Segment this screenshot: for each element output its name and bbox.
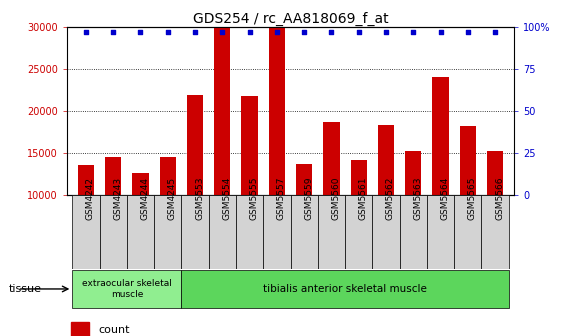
FancyBboxPatch shape — [209, 195, 236, 269]
Point — [299, 29, 309, 35]
Text: GSM4243: GSM4243 — [113, 177, 122, 220]
Bar — [187, 95, 203, 279]
Text: GSM5560: GSM5560 — [331, 177, 340, 220]
Text: tissue: tissue — [9, 284, 42, 294]
Bar — [132, 173, 149, 279]
Bar — [350, 161, 367, 279]
FancyBboxPatch shape — [454, 195, 482, 269]
Point — [109, 29, 118, 35]
Point — [408, 29, 418, 35]
Bar — [268, 27, 285, 279]
FancyBboxPatch shape — [236, 195, 263, 269]
Bar — [432, 77, 449, 279]
Bar — [105, 157, 121, 279]
Point — [436, 29, 445, 35]
Bar — [71, 322, 89, 336]
FancyBboxPatch shape — [427, 195, 454, 269]
Bar — [78, 165, 94, 279]
Text: GSM5566: GSM5566 — [495, 177, 504, 220]
Point — [163, 29, 173, 35]
Point — [381, 29, 390, 35]
FancyBboxPatch shape — [181, 269, 509, 308]
Text: GSM5555: GSM5555 — [250, 177, 259, 220]
Text: tibialis anterior skeletal muscle: tibialis anterior skeletal muscle — [263, 284, 427, 294]
Bar — [241, 96, 258, 279]
FancyBboxPatch shape — [372, 195, 400, 269]
Point — [191, 29, 200, 35]
Text: GSM5565: GSM5565 — [468, 177, 477, 220]
Point — [272, 29, 282, 35]
Point — [463, 29, 472, 35]
FancyBboxPatch shape — [72, 195, 99, 269]
Text: GSM4242: GSM4242 — [86, 177, 95, 220]
Bar — [405, 151, 421, 279]
Text: extraocular skeletal
muscle: extraocular skeletal muscle — [82, 279, 172, 299]
Point — [354, 29, 363, 35]
Point — [218, 29, 227, 35]
Text: GSM5561: GSM5561 — [358, 177, 368, 220]
Text: GSM5559: GSM5559 — [304, 177, 313, 220]
Text: GSM4245: GSM4245 — [168, 177, 177, 220]
Bar — [296, 164, 313, 279]
Text: GSM4244: GSM4244 — [141, 177, 149, 220]
Bar — [160, 157, 176, 279]
Title: GDS254 / rc_AA818069_f_at: GDS254 / rc_AA818069_f_at — [193, 12, 388, 26]
Text: GSM5553: GSM5553 — [195, 177, 204, 220]
Text: GSM5564: GSM5564 — [440, 177, 450, 220]
FancyBboxPatch shape — [345, 195, 372, 269]
Bar — [323, 122, 340, 279]
Point — [245, 29, 254, 35]
Point — [81, 29, 91, 35]
Bar — [378, 125, 394, 279]
Point — [327, 29, 336, 35]
Text: GSM5557: GSM5557 — [277, 177, 286, 220]
FancyBboxPatch shape — [99, 195, 127, 269]
FancyBboxPatch shape — [127, 195, 154, 269]
Point — [136, 29, 145, 35]
Text: GSM5554: GSM5554 — [223, 177, 231, 220]
Text: count: count — [98, 325, 130, 335]
Bar — [487, 151, 503, 279]
Point — [490, 29, 500, 35]
FancyBboxPatch shape — [482, 195, 509, 269]
FancyBboxPatch shape — [154, 195, 181, 269]
FancyBboxPatch shape — [263, 195, 290, 269]
Bar — [460, 126, 476, 279]
FancyBboxPatch shape — [318, 195, 345, 269]
FancyBboxPatch shape — [290, 195, 318, 269]
Text: GSM5563: GSM5563 — [413, 177, 422, 220]
Bar — [214, 27, 231, 279]
Text: GSM5562: GSM5562 — [386, 177, 395, 220]
FancyBboxPatch shape — [400, 195, 427, 269]
FancyBboxPatch shape — [72, 269, 181, 308]
FancyBboxPatch shape — [181, 195, 209, 269]
